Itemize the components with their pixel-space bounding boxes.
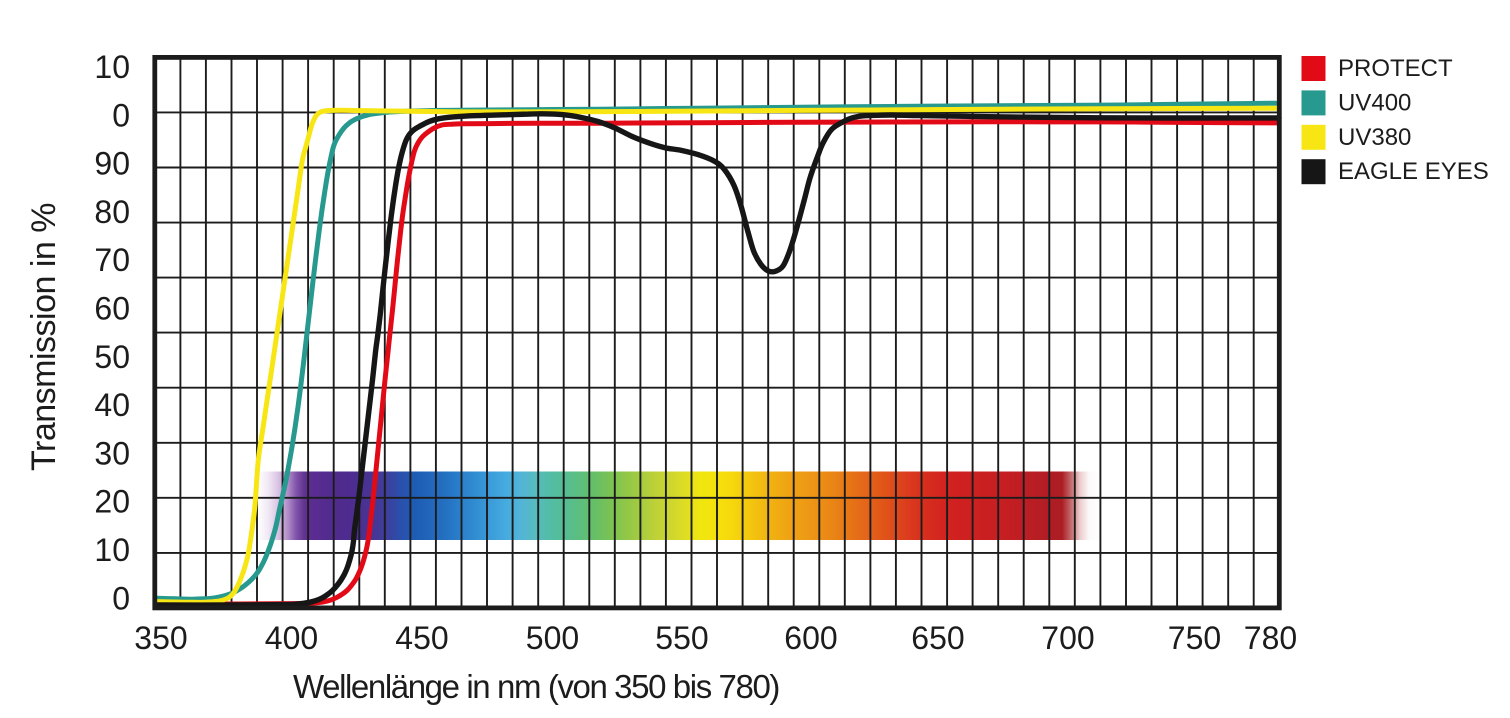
svg-text:UV400: UV400 (1338, 89, 1411, 116)
svg-text:500: 500 (526, 620, 579, 656)
svg-text:780: 780 (1244, 620, 1297, 656)
svg-text:550: 550 (655, 620, 708, 656)
svg-text:50: 50 (94, 339, 130, 375)
svg-text:90: 90 (94, 146, 130, 182)
svg-text:10: 10 (94, 49, 130, 85)
svg-text:700: 700 (1041, 620, 1094, 656)
svg-text:20: 20 (94, 484, 130, 520)
svg-text:600: 600 (784, 620, 837, 656)
svg-text:70: 70 (94, 242, 130, 278)
svg-text:60: 60 (94, 291, 130, 327)
svg-text:400: 400 (265, 620, 318, 656)
svg-text:EAGLE EYES: EAGLE EYES (1338, 158, 1489, 185)
svg-text:PROTECT: PROTECT (1338, 55, 1453, 82)
svg-text:Wellenlänge in nm (von 350 bis: Wellenlänge in nm (von 350 bis 780) (293, 668, 779, 705)
svg-text:0: 0 (112, 580, 130, 616)
svg-text:650: 650 (911, 620, 964, 656)
svg-text:80: 80 (94, 194, 130, 230)
svg-text:450: 450 (395, 620, 448, 656)
svg-text:0: 0 (112, 97, 130, 133)
svg-text:Transmission in %: Transmission in % (25, 203, 63, 471)
svg-text:10: 10 (94, 532, 130, 568)
svg-text:30: 30 (94, 435, 130, 471)
svg-text:350: 350 (134, 620, 187, 656)
svg-text:750: 750 (1168, 620, 1221, 656)
svg-text:UV380: UV380 (1338, 124, 1411, 151)
svg-text:40: 40 (94, 387, 130, 423)
